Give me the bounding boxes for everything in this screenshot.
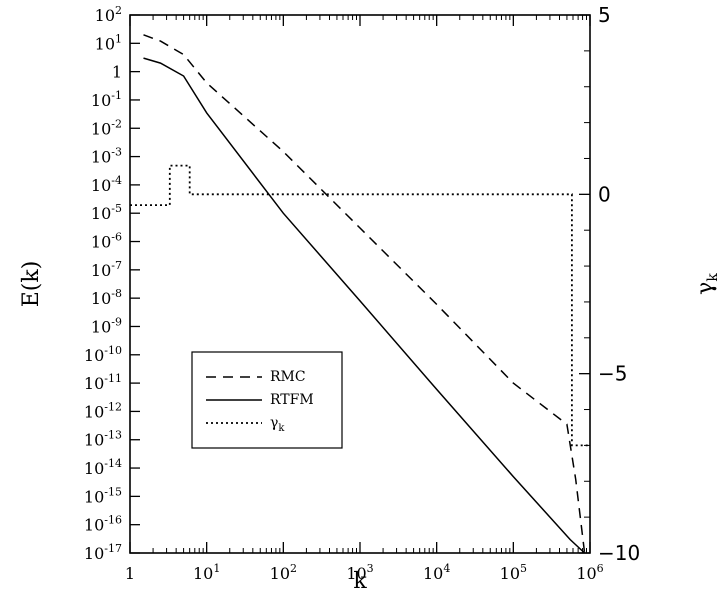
- y-tick-label: 10-3: [91, 146, 122, 167]
- y-tick-label: 10-5: [91, 202, 122, 223]
- y-tick-label: 10-12: [84, 400, 122, 421]
- major-ticks: [129, 14, 591, 554]
- legend-label: RTFM: [270, 392, 314, 408]
- y-tick-label: 10-15: [84, 485, 122, 506]
- y-tick-labels: 102 101 1 10-1 10-2 10-3 10-4 10-5 10-6 10-7 10-8 1…: [84, 4, 122, 563]
- y2-tick-label: −10: [598, 541, 640, 565]
- plot-frame: [129, 14, 591, 554]
- x-axis-title: k: [353, 569, 367, 594]
- legend-entries: RMC RTFM γk: [206, 369, 314, 434]
- y2-tick-label: −5: [598, 362, 627, 386]
- y-tick-label: 102: [95, 4, 122, 25]
- y-tick-label: 10-10: [84, 344, 122, 365]
- series-rtfm: [143, 57, 586, 554]
- y-tick-label: 101: [95, 32, 122, 53]
- x-tick-label: 106: [576, 562, 603, 583]
- x-tick-label: 1: [125, 564, 135, 583]
- x-tick-label: 104: [423, 562, 450, 583]
- y-tick-label: 10-7: [91, 259, 122, 280]
- y2-tick-labels: 5 0 −5 −10: [598, 3, 640, 565]
- y2-tick-label: 0: [598, 182, 611, 206]
- x-tick-label: 101: [193, 562, 220, 583]
- minor-ticks: [152, 15, 587, 553]
- legend: RMC RTFM γk: [191, 351, 343, 449]
- y-tick-label: 10-1: [91, 89, 122, 110]
- y-tick-label: 10-17: [84, 542, 122, 563]
- legend-label: γk: [270, 415, 285, 434]
- x-tick-label: 103: [346, 562, 373, 583]
- y-tick-label: 1: [112, 63, 122, 82]
- y2-tick-label: 5: [598, 3, 611, 27]
- x-tick-label: 105: [500, 562, 527, 583]
- y2-axis-title: γk: [693, 273, 721, 295]
- y-tick-label: 10-13: [84, 429, 122, 450]
- y-tick-label: 10-16: [84, 514, 122, 535]
- x-tick-label: 102: [270, 562, 297, 583]
- x-tick-labels: 1 101 102 103 104 105 106: [125, 562, 604, 583]
- y-tick-label: 10-4: [91, 174, 122, 195]
- y-tick-label: 10-14: [84, 457, 122, 478]
- y-tick-label: 10-11: [84, 372, 122, 393]
- legend-label: RMC: [270, 369, 306, 385]
- y-tick-label: 10-8: [91, 287, 122, 308]
- series-rmc: [143, 34, 586, 554]
- y-tick-label: 10-6: [91, 231, 122, 252]
- y-tick-label: 10-9: [91, 315, 122, 336]
- series-layer: [130, 34, 590, 554]
- y-tick-label: 10-2: [91, 117, 122, 138]
- y-axis-title: E(k): [19, 261, 44, 308]
- series--k: [130, 164, 590, 447]
